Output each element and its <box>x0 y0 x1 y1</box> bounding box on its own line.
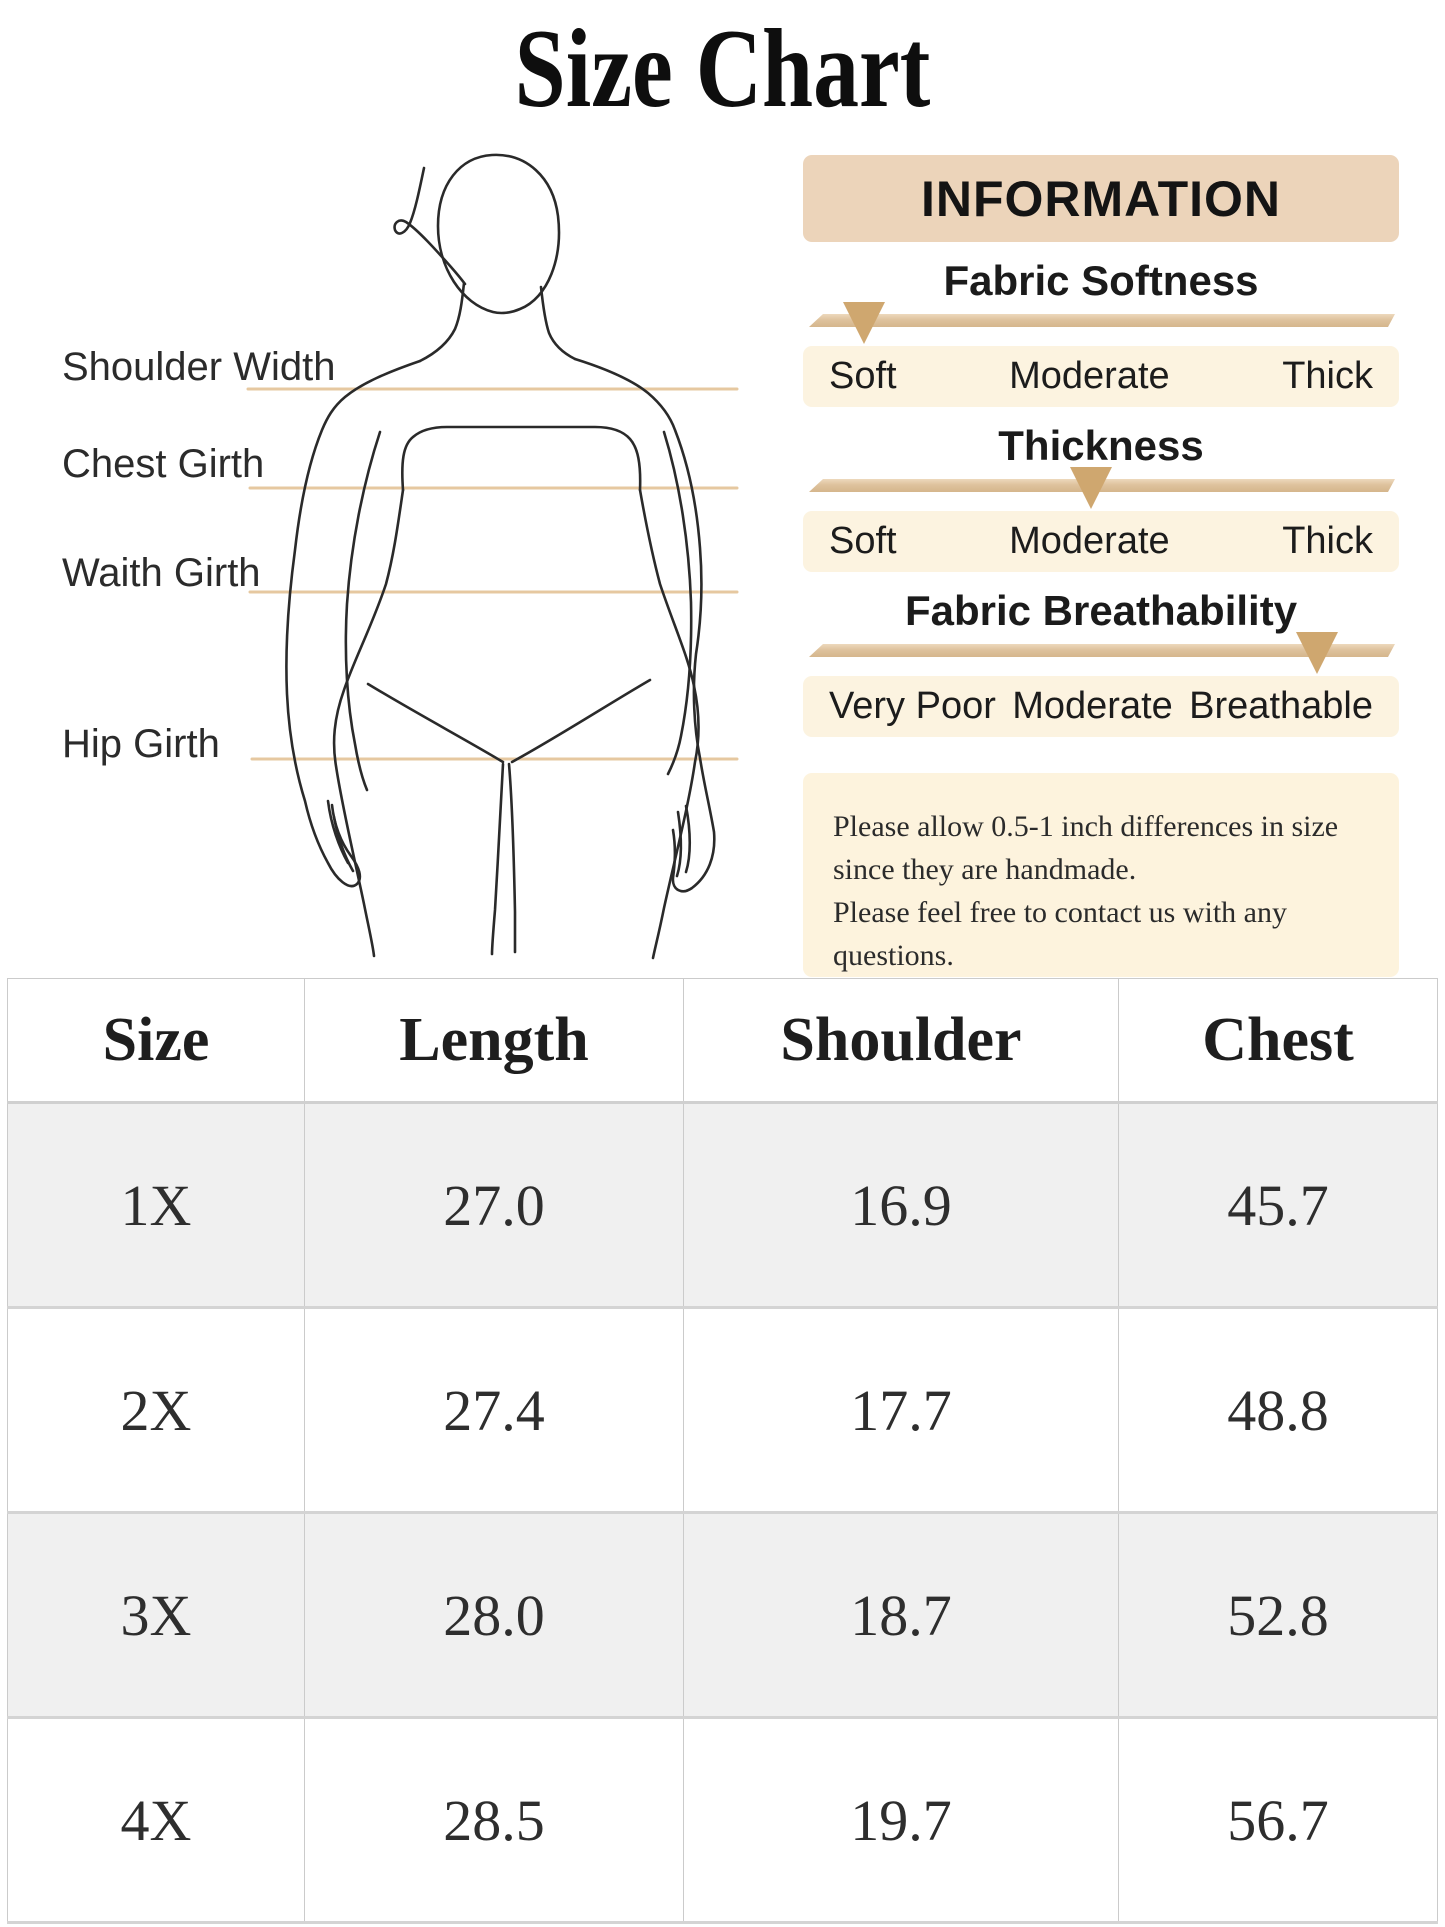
cell-value: 27.0 <box>304 1102 684 1309</box>
cell-value: 28.0 <box>304 1512 684 1719</box>
metric-fabric-softness: Fabric Softness Soft Moderate Thick <box>803 257 1399 407</box>
cell-value: 56.7 <box>1118 1717 1438 1924</box>
female-body-outline <box>285 153 716 960</box>
figure-neck-right <box>539 285 577 361</box>
figure-right-fingers <box>675 810 683 878</box>
figure-torso-left <box>332 488 405 958</box>
note-line: Please allow 0.5-1 inch differences in s… <box>833 810 1339 843</box>
cell-value: 17.7 <box>683 1307 1119 1514</box>
figure-neck-left <box>418 281 466 363</box>
table-row: 3X 28.0 18.7 52.8 <box>7 1512 1438 1719</box>
figure-left-inner-arm <box>344 430 382 792</box>
measurement-lines <box>246 387 739 761</box>
figure-left-thumb <box>326 799 350 865</box>
slider-option-label: Soft <box>829 355 897 397</box>
slider-scale: Soft Moderate Thick <box>803 346 1399 407</box>
information-header: INFORMATION <box>803 155 1399 242</box>
slider-scale: Very Poor Moderate Breathable <box>803 676 1399 737</box>
slider-option-label: Breathable <box>1189 685 1373 727</box>
slider-option-label: Soft <box>829 520 897 562</box>
figure-inner-leg-right <box>507 762 517 954</box>
cell-value: 16.9 <box>683 1102 1119 1309</box>
figure-inner-leg-left <box>490 762 505 956</box>
col-header-length: Length <box>304 978 684 1104</box>
page-title: Size Chart <box>514 7 931 131</box>
slider-option-label: Moderate <box>1012 685 1173 727</box>
figure-bikini-right <box>510 678 652 764</box>
slider-option-label: Thick <box>1282 355 1373 397</box>
metric-title: Fabric Breathability <box>904 587 1298 634</box>
col-header-shoulder: Shoulder <box>683 978 1119 1104</box>
metric-thickness: Thickness Soft Moderate Thick <box>803 422 1399 572</box>
size-table: Size Length Shoulder Chest 1X 27.0 16.9 … <box>7 978 1438 1924</box>
slider-pointer-icon <box>842 302 885 344</box>
metric-title: Fabric Softness <box>943 257 1259 304</box>
thickness-slider <box>803 467 1399 511</box>
slider-pointer-icon <box>1069 467 1112 509</box>
cell-value: 52.8 <box>1118 1512 1438 1719</box>
cell-value: 48.8 <box>1118 1307 1438 1514</box>
fabric-breathability-slider <box>803 632 1399 676</box>
note-line: Please feel free to contact us with any … <box>833 896 1287 972</box>
slider-option-label: Moderate <box>1009 355 1170 397</box>
fabric-softness-slider <box>803 302 1399 346</box>
figure-right-arm <box>573 357 716 893</box>
col-header-size: Size <box>7 978 305 1104</box>
cell-size: 1X <box>7 1102 305 1309</box>
cell-size: 2X <box>7 1307 305 1514</box>
cell-value: 45.7 <box>1118 1102 1438 1309</box>
information-panel: INFORMATION Fabric Softness Soft Moderat… <box>803 155 1399 977</box>
label-waist-girth: Waith Girth <box>62 551 261 595</box>
slider-bar <box>809 314 1395 327</box>
cell-value: 27.4 <box>304 1307 684 1514</box>
cell-size: 4X <box>7 1717 305 1924</box>
slider-pointer-icon <box>1295 632 1338 674</box>
cell-value: 28.5 <box>304 1717 684 1924</box>
metric-fabric-breathability: Fabric Breathability Very Poor Moderate … <box>803 587 1399 737</box>
col-header-chest: Chest <box>1118 978 1438 1104</box>
cell-size: 3X <box>7 1512 305 1719</box>
cell-value: 18.7 <box>683 1512 1119 1719</box>
figure-head <box>436 153 561 315</box>
figure-hair-strand <box>393 166 467 286</box>
slider-option-label: Thick <box>1282 520 1373 562</box>
slider-bar <box>809 644 1395 657</box>
figure-left-fingers <box>332 815 355 873</box>
figure-bikini-left <box>366 682 505 764</box>
figure-torso-right <box>638 488 700 960</box>
slider-option-label: Moderate <box>1009 520 1170 562</box>
metric-title: Thickness <box>998 422 1204 469</box>
figure-left-arm <box>285 359 422 888</box>
slider-option-label: Very Poor <box>829 685 996 727</box>
figure-right-inner-arm <box>662 430 693 776</box>
label-shoulder-width: Shoulder Width <box>62 345 336 389</box>
table-row: 2X 27.4 17.7 48.8 <box>7 1307 1438 1514</box>
size-table-header-row: Size Length Shoulder Chest <box>7 978 1438 1104</box>
label-hip-girth: Hip Girth <box>62 722 220 766</box>
table-row: 1X 27.0 16.9 45.7 <box>7 1102 1438 1309</box>
figure-right-thumb <box>684 804 692 874</box>
handmade-note: Please allow 0.5-1 inch differences in s… <box>803 773 1399 977</box>
table-row: 4X 28.5 19.7 56.7 <box>7 1717 1438 1924</box>
slider-scale: Soft Moderate Thick <box>803 511 1399 572</box>
cell-value: 19.7 <box>683 1717 1119 1924</box>
label-chest-girth: Chest Girth <box>62 442 265 486</box>
note-line: since they are handmade. <box>833 853 1137 886</box>
figure-tube-top <box>401 425 642 492</box>
